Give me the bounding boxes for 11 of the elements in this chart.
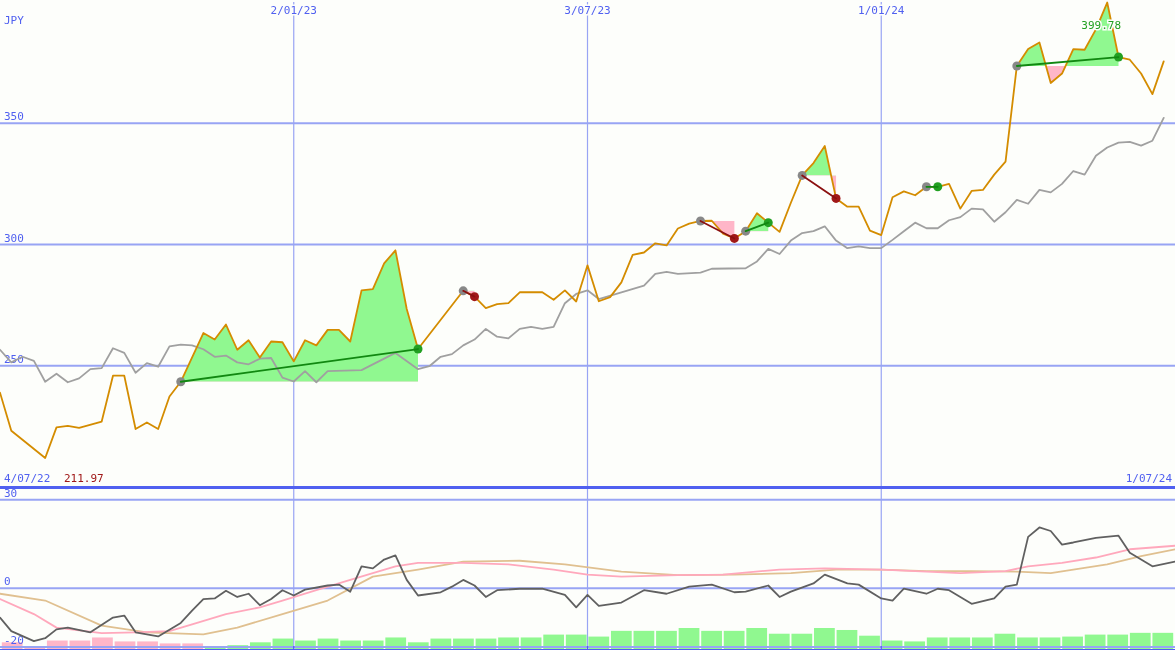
y-tick-label: 350	[4, 110, 24, 124]
x-tick-label: 1/01/24	[858, 4, 905, 17]
y-axis-title: JPY	[4, 14, 25, 27]
y-tick-label: 0	[4, 575, 11, 589]
x-tick-label: 2/01/23	[270, 4, 317, 17]
y-tick-label: 300	[4, 231, 24, 245]
annotation: 211.97	[64, 472, 104, 485]
y-tick-label: -20	[4, 634, 24, 648]
annotation: 4/07/22	[4, 472, 51, 485]
annotation: 1/07/24	[1125, 472, 1173, 485]
y-tick-label: 30	[4, 486, 18, 500]
